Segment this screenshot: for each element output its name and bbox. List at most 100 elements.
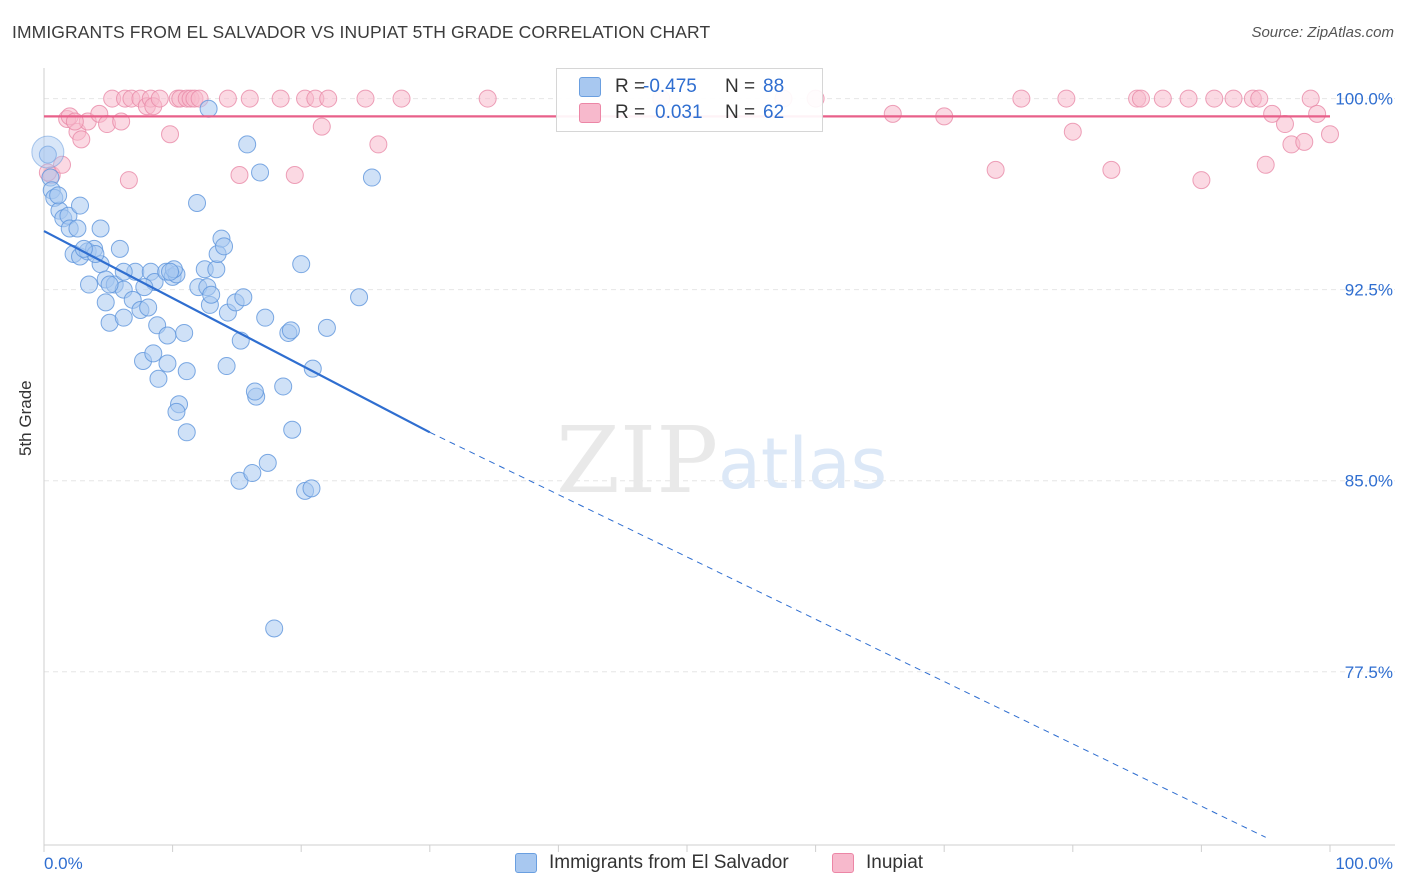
inupiat-point (1308, 104, 1327, 123)
el-salvador-point (158, 354, 177, 373)
el-salvador-point (302, 479, 321, 498)
inupiat-point (1295, 132, 1314, 151)
el-salvador-points (31, 99, 381, 638)
n-value: 88 (763, 76, 785, 97)
el-salvador-point (281, 321, 300, 340)
el-salvador-point (274, 377, 293, 396)
y-axis-label: 5th Grade (16, 380, 35, 456)
el-salvador-point (362, 168, 381, 187)
el-salvador-point (177, 362, 196, 381)
el-salvador-point (265, 619, 284, 638)
el-salvador-trend-extension (429, 431, 1266, 838)
el-salvador-point (31, 135, 65, 169)
inupiat-point (285, 165, 304, 184)
el-salvador-point (96, 293, 115, 312)
el-salvador-point (202, 285, 221, 304)
n-label: N = (725, 76, 756, 97)
el-salvador-point (91, 219, 110, 238)
inupiat-point (1131, 89, 1150, 108)
inupiat-point (271, 89, 290, 108)
el-salvador-point (80, 275, 99, 294)
legend-swatch-blue (579, 77, 601, 97)
inupiat-point (1192, 171, 1211, 190)
y-tick-label: 92.5% (1345, 281, 1393, 300)
legend-swatch-inupiat (832, 853, 854, 873)
el-salvador-trend-line (43, 230, 431, 434)
watermark-atlas: atlas (718, 423, 887, 505)
el-salvador-point (144, 344, 163, 363)
axes (43, 68, 1395, 852)
el-salvador-point (317, 318, 336, 337)
inupiat-point (478, 89, 497, 108)
inupiat-point (218, 89, 237, 108)
watermark-zip: ZIP (556, 407, 718, 514)
legend-swatch-pink (579, 103, 601, 123)
inupiat-point (312, 117, 331, 136)
r-value: -0.475 (643, 76, 697, 97)
el-salvador-point (245, 382, 264, 401)
el-salvador-point (188, 194, 207, 213)
legend-swatch-el-salvador (515, 853, 537, 873)
inupiat-point (319, 89, 338, 108)
x-tick-label: 100.0% (1335, 854, 1393, 873)
y-tick-label: 77.5% (1345, 663, 1393, 682)
n-value: 62 (763, 102, 785, 123)
inupiat-point (1250, 89, 1269, 108)
inupiat-point (1224, 89, 1243, 108)
inupiat-point (883, 104, 902, 123)
inupiat-point (72, 130, 91, 149)
legend-item-el-salvador[interactable]: Immigrants from El Salvador (515, 852, 789, 874)
inupiat-point (240, 89, 259, 108)
el-salvador-point (238, 135, 257, 154)
inupiat-point (986, 160, 1005, 179)
legend-item-inupiat[interactable]: Inupiat (832, 852, 923, 874)
inupiat-point (1179, 89, 1198, 108)
el-salvador-point (68, 219, 87, 238)
inupiat-point (1205, 89, 1224, 108)
el-salvador-point (258, 453, 277, 472)
inupiat-point (1012, 89, 1031, 108)
inupiat-point (1153, 89, 1172, 108)
el-salvador-point (256, 308, 275, 327)
el-salvador-point (350, 288, 369, 307)
y-tick-label: 85.0% (1345, 472, 1393, 491)
el-salvador-point (71, 196, 90, 215)
r-label: R = (615, 76, 646, 97)
el-salvador-point (49, 186, 68, 205)
inupiat-point (1321, 125, 1339, 144)
el-salvador-point (292, 255, 311, 274)
el-salvador-point (175, 323, 194, 342)
series-legend: Immigrants from El Salvador Inupiat (0, 852, 1406, 878)
el-salvador-point (251, 163, 270, 182)
n-label: N = (725, 102, 756, 123)
inupiat-point (1256, 155, 1275, 174)
inupiat-point (1057, 89, 1076, 108)
el-salvador-point (110, 239, 129, 258)
el-salvador-point (167, 402, 186, 421)
el-salvador-point (139, 298, 158, 317)
legend-row-blue: R = -0.475 N = 88 (579, 75, 784, 99)
inupiat-point (230, 165, 249, 184)
inupiat-point (53, 155, 72, 174)
el-salvador-point (100, 275, 119, 294)
y-tick-label: 100.0% (1335, 90, 1393, 109)
el-salvador-point (149, 369, 168, 388)
inupiat-point (1063, 122, 1082, 141)
el-salvador-point (217, 357, 236, 376)
inupiat-point (150, 89, 169, 108)
inupiat-point (119, 171, 138, 190)
inupiat-point (392, 89, 411, 108)
legend-row-pink: R = 0.031 N = 62 (579, 101, 784, 125)
grid-lines (44, 98, 1395, 673)
el-salvador-point (177, 423, 196, 442)
inupiat-point (1102, 160, 1121, 179)
legend-label-inupiat: Inupiat (866, 852, 924, 873)
correlation-legend: R = -0.475 N = 88 R = 0.031 N = 62 (556, 68, 823, 132)
el-salvador-point (161, 262, 180, 281)
el-salvador-point (215, 237, 234, 256)
inupiat-point (1275, 115, 1294, 134)
el-salvador-point (283, 420, 302, 439)
r-label: R = (615, 102, 646, 123)
tick-labels: 77.5% 85.0% 92.5% 100.0% 0.0% 100.0% (44, 90, 1393, 873)
